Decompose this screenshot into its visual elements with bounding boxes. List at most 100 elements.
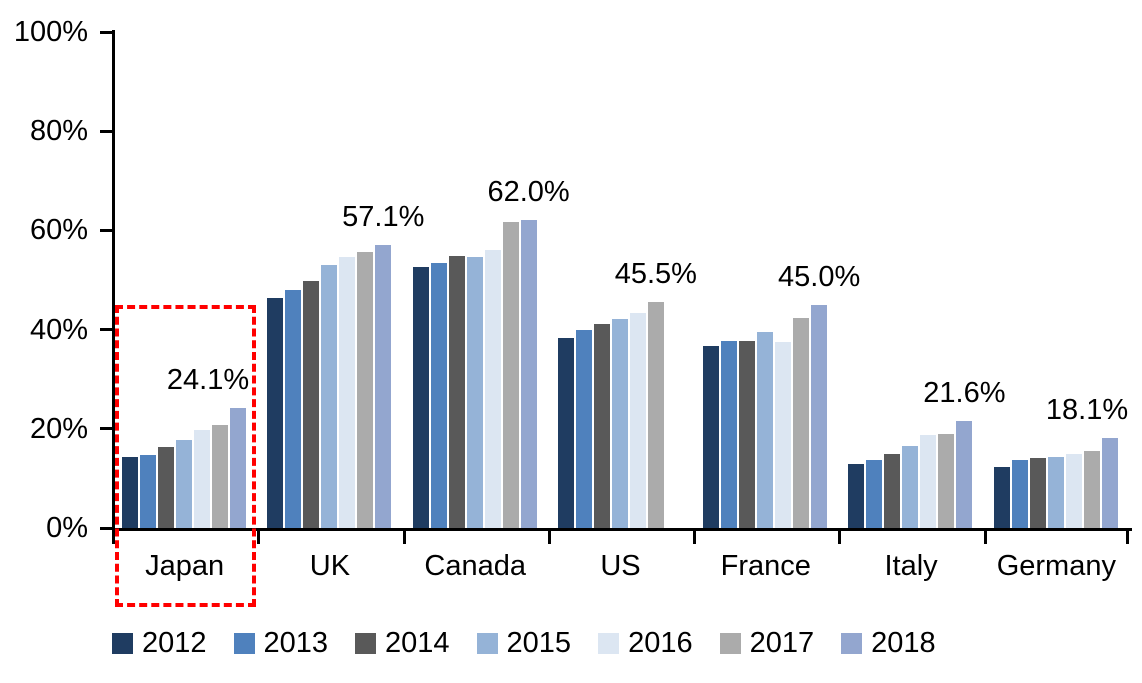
y-tick-label: 60% (29, 214, 88, 247)
bar-japan-2013 (140, 455, 156, 528)
bar-germany-2012 (993, 466, 1010, 528)
bar-us-2017 (647, 302, 664, 528)
legend-swatch-2018 (841, 632, 863, 654)
y-tick (100, 328, 112, 332)
bar-germany-2014 (1029, 458, 1046, 528)
legend-label: 2013 (263, 627, 329, 659)
y-tick (100, 427, 112, 431)
legend-label: 2018 (871, 627, 936, 659)
x-axis (112, 528, 1132, 531)
category-label: Japan (145, 550, 225, 582)
x-tick (112, 528, 115, 544)
bar-france-2012 (703, 345, 720, 528)
x-tick (1126, 528, 1129, 544)
bar-japan-2018 (230, 408, 246, 528)
bar-us-2016 (629, 312, 646, 528)
bar-italy-2013 (866, 459, 883, 528)
bar-germany-2018 (1101, 438, 1118, 528)
y-tick-label: 20% (29, 412, 88, 445)
bar-canada-2015 (466, 257, 483, 528)
legend-swatch-2014 (355, 632, 377, 654)
bar-canada-2013 (430, 263, 447, 528)
y-tick-label: 80% (29, 115, 88, 148)
bar-france-2014 (739, 340, 756, 528)
value-callout: 24.1% (166, 364, 250, 397)
bar-france-2016 (775, 342, 792, 528)
bar-us-2012 (557, 338, 574, 528)
bar-us-2014 (593, 324, 610, 528)
legend-item-2013: 2013 (233, 627, 329, 659)
y-tick-label: 100% (13, 16, 88, 48)
y-tick-label: 0% (46, 512, 88, 544)
bar-canada-2017 (502, 221, 519, 528)
value-callout: 45.5% (614, 258, 697, 291)
legend: 2012 2013 2014 2015 2016 2017 2018 (112, 628, 936, 658)
legend-item-2016: 2016 (598, 628, 693, 658)
bar-germany-2015 (1047, 456, 1064, 528)
bar-italy-2018 (956, 420, 973, 528)
bar-italy-2014 (884, 453, 901, 528)
legend-item-2015: 2015 (476, 628, 571, 658)
legend-label: 2016 (628, 627, 693, 659)
bar-uk-2017 (357, 252, 374, 528)
legend-swatch-2013 (233, 632, 255, 654)
category-label: Canada (424, 550, 526, 582)
bar-canada-2012 (412, 266, 429, 528)
x-tick (983, 528, 987, 544)
x-tick (547, 528, 551, 544)
bar-japan-2015 (176, 440, 192, 528)
legend-swatch-2015 (476, 632, 498, 654)
bar-italy-2016 (920, 435, 937, 528)
value-callout: 18.1% (1045, 394, 1129, 427)
bar-canada-2016 (484, 249, 501, 528)
bar-us-2013 (575, 329, 592, 528)
value-callout: 21.6% (923, 376, 1006, 409)
bar-japan-2014 (158, 446, 174, 528)
category-label: France (720, 550, 811, 582)
x-tick (402, 528, 406, 544)
bar-japan-2016 (194, 430, 210, 528)
bar-uk-2018 (375, 244, 392, 528)
x-tick (257, 528, 261, 544)
legend-item-2017: 2017 (719, 628, 814, 658)
legend-label: 2012 (142, 627, 207, 659)
y-tick (100, 129, 112, 133)
y-tick-label: 40% (29, 313, 88, 346)
bar-uk-2015 (321, 265, 338, 528)
x-tick (838, 528, 842, 544)
y-tick (100, 526, 112, 530)
bar-uk-2016 (339, 256, 356, 528)
bar-uk-2013 (285, 289, 302, 528)
legend-label: 2014 (385, 627, 450, 659)
bar-canada-2014 (448, 255, 465, 528)
bar-france-2013 (721, 340, 738, 528)
bar-uk-2012 (267, 298, 284, 528)
bar-germany-2013 (1011, 459, 1028, 528)
legend-item-2014: 2014 (355, 628, 450, 658)
bar-japan-2012 (122, 456, 138, 528)
bar-italy-2015 (902, 445, 919, 528)
bar-france-2017 (793, 318, 810, 528)
bar-us-2015 (611, 319, 628, 528)
bar-france-2015 (757, 332, 774, 528)
bar-japan-2017 (212, 424, 228, 528)
category-label: US (600, 550, 641, 582)
legend-item-2018: 2018 (841, 628, 936, 658)
bar-canada-2018 (520, 220, 537, 528)
bar-uk-2014 (303, 280, 320, 528)
legend-item-2012: 2012 (112, 628, 207, 658)
y-axis (112, 30, 115, 531)
value-callout: 57.1% (342, 200, 425, 233)
y-tick (100, 30, 112, 34)
bar-france-2018 (811, 304, 828, 528)
legend-swatch-2016 (598, 632, 620, 654)
bar-germany-2017 (1083, 450, 1100, 528)
bar-italy-2012 (848, 463, 865, 528)
value-callout: 62.0% (487, 176, 570, 209)
category-label: Italy (884, 550, 938, 582)
bar-italy-2017 (938, 434, 955, 528)
y-tick (100, 228, 112, 232)
category-label: UK (309, 550, 351, 582)
bar-germany-2016 (1065, 453, 1082, 528)
